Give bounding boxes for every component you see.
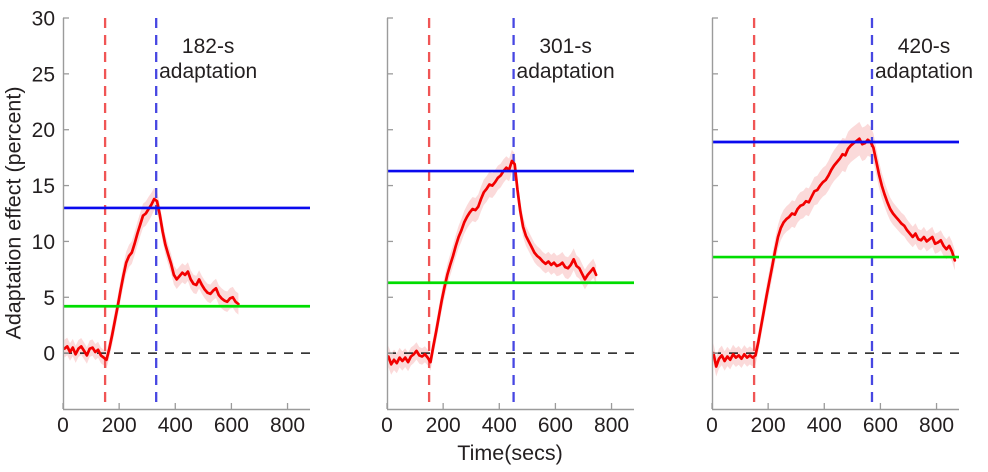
error-band xyxy=(388,149,597,375)
x-tick-label: 0 xyxy=(57,414,69,437)
annotation-182s: 182-s adaptation xyxy=(123,34,293,84)
y-tick-label: 10 xyxy=(32,231,55,254)
x-tick-label: 200 xyxy=(426,414,461,437)
error-band xyxy=(713,121,955,377)
adaptation-curve xyxy=(387,159,598,366)
x-tick-label: 800 xyxy=(594,414,629,437)
y-axis-label: Adaptation effect (percent) xyxy=(1,86,26,340)
annotation-duration: 301-s xyxy=(539,35,592,58)
x-tick-label: 600 xyxy=(214,414,249,437)
y-tick-label: 30 xyxy=(32,8,55,31)
y-tick-label: 0 xyxy=(43,343,55,366)
x-tick-label: 200 xyxy=(102,414,137,437)
x-tick-label: 400 xyxy=(482,414,517,437)
panel-1: 0 200 400 600 800 xyxy=(381,17,634,437)
panel-0: 0 200 400 600 800 0 5 10 15 20 25 30 xyxy=(32,8,310,437)
error-band xyxy=(64,187,239,369)
adaptation-curve xyxy=(712,137,957,368)
x-tick-label: 400 xyxy=(807,414,842,437)
y-tick-label: 5 xyxy=(43,287,55,310)
y-tick-label: 15 xyxy=(32,175,55,198)
annotation-420s: 420-s adaptation xyxy=(839,34,988,84)
x-tick-label: 800 xyxy=(919,414,954,437)
annotation-word: adaptation xyxy=(874,60,974,83)
annotation-word: adaptation xyxy=(159,60,258,83)
x-tick-label: 600 xyxy=(538,414,573,437)
y-tick-label: 20 xyxy=(32,119,55,142)
x-tick-label: 200 xyxy=(751,414,786,437)
x-tick-label: 800 xyxy=(270,414,305,437)
panel-2: 0 200 400 600 800 xyxy=(706,17,959,437)
x-tick-label: 0 xyxy=(706,414,718,437)
x-axis-label: Time(secs) xyxy=(457,441,563,465)
adaptation-curve xyxy=(63,197,240,362)
y-tick-label: 25 xyxy=(32,63,55,86)
annotation-word: adaptation xyxy=(516,60,615,83)
x-tick-label: 400 xyxy=(158,414,193,437)
x-tick-label: 600 xyxy=(863,414,898,437)
x-tick-label: 0 xyxy=(381,414,393,437)
annotation-301s: 301-s adaptation xyxy=(481,34,651,84)
annotation-duration: 182-s xyxy=(181,35,235,58)
annotation-duration: 420-s xyxy=(897,35,951,58)
